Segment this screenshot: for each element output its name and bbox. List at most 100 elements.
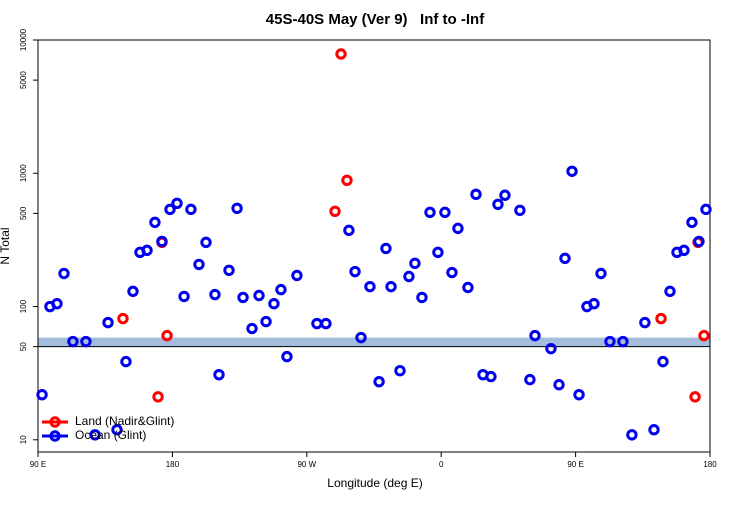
data-point: [403, 270, 415, 283]
data-point: [152, 391, 164, 403]
data-point: [67, 335, 79, 348]
data-point: [364, 280, 376, 293]
data-point: [424, 206, 436, 219]
data-point: [171, 197, 183, 210]
data-point: [485, 370, 497, 383]
data-point: [678, 244, 690, 257]
data-point: [291, 269, 303, 282]
data-point: [178, 290, 190, 303]
x-tick-label: 90 E: [567, 460, 583, 469]
data-point: [639, 316, 651, 329]
data-point: [380, 242, 392, 255]
data-point: [161, 329, 173, 342]
data-point: [329, 205, 341, 218]
data-point: [416, 291, 428, 304]
data-point: [432, 246, 444, 259]
data-point: [120, 355, 132, 368]
data-point: [111, 424, 123, 436]
band: [38, 337, 710, 347]
data-point: [553, 379, 565, 391]
data-point: [394, 365, 406, 377]
data-point: [213, 368, 225, 381]
data-point: [492, 198, 504, 210]
data-point: [604, 335, 616, 348]
data-point: [80, 335, 92, 348]
data-point: [343, 224, 355, 237]
data-point: [373, 375, 385, 388]
data-point: [127, 285, 139, 298]
data-point: [588, 298, 600, 310]
chart-title: 45S-40S May (Ver 9) Inf to -Inf: [266, 11, 485, 28]
x-tick-label: 90 W: [297, 460, 316, 469]
y-tick-label: 100: [19, 299, 28, 313]
data-point: [341, 174, 353, 187]
data-point: [446, 266, 458, 279]
y-tick-label: 500: [19, 206, 28, 220]
data-point: [209, 288, 221, 301]
data-point: [648, 424, 660, 436]
y-tick-label: 1000: [19, 164, 28, 182]
data-point: [141, 244, 153, 257]
data-point: [223, 264, 235, 277]
data-point: [655, 312, 667, 325]
x-tick-label: 180: [166, 460, 180, 469]
data-point: [664, 285, 676, 298]
data-point: [524, 373, 536, 386]
data-point: [573, 388, 585, 401]
data-point: [117, 312, 129, 325]
data-point: [281, 350, 293, 363]
data-point: [545, 342, 557, 355]
data-point: [102, 316, 114, 329]
data-point: [657, 355, 669, 368]
data-point: [237, 291, 249, 304]
x-tick-label: 180: [703, 460, 717, 469]
y-axis-label: N Total: [0, 227, 12, 264]
data-point: [253, 289, 265, 302]
data-point: [529, 329, 541, 342]
data-point: [149, 216, 161, 229]
data-point: [462, 281, 474, 294]
data-point: [260, 315, 272, 328]
data-point: [335, 48, 347, 60]
legend-label: Land (Nadir&Glint): [75, 414, 174, 428]
data-point: [559, 252, 571, 265]
legend-marker: [49, 430, 61, 442]
data-point: [686, 216, 698, 229]
data-point: [409, 257, 421, 270]
data-point: [439, 206, 451, 219]
y-tick-label: 10: [19, 435, 28, 444]
data-point: [689, 391, 701, 403]
data-point: [693, 235, 705, 248]
x-axis-label: Longitude (deg E): [327, 476, 422, 490]
y-tick-label: 5000: [19, 71, 28, 89]
data-point: [275, 283, 287, 296]
data-point: [595, 267, 607, 280]
data-point: [193, 258, 205, 271]
data-point: [700, 203, 712, 216]
data-point: [36, 388, 48, 401]
data-point: [617, 335, 629, 348]
legend-marker: [49, 416, 61, 428]
data-point: [320, 317, 332, 330]
data-point: [698, 329, 710, 342]
data-point: [51, 298, 63, 310]
y-tick-label: 50: [19, 342, 28, 351]
data-point: [566, 165, 578, 177]
data-point: [349, 265, 361, 278]
legend-label: Ocean (Glint): [75, 428, 146, 442]
data-point: [470, 188, 482, 201]
data-point: [452, 222, 464, 235]
data-point: [268, 298, 280, 310]
data-point: [514, 204, 526, 217]
data-point: [246, 322, 258, 335]
data-point: [626, 429, 638, 441]
data-point: [89, 429, 101, 441]
data-point: [499, 189, 511, 201]
data-point: [185, 203, 197, 216]
x-tick-label: 0: [439, 460, 444, 469]
data-point: [200, 236, 212, 249]
data-point: [164, 203, 176, 216]
data-point: [58, 267, 70, 280]
